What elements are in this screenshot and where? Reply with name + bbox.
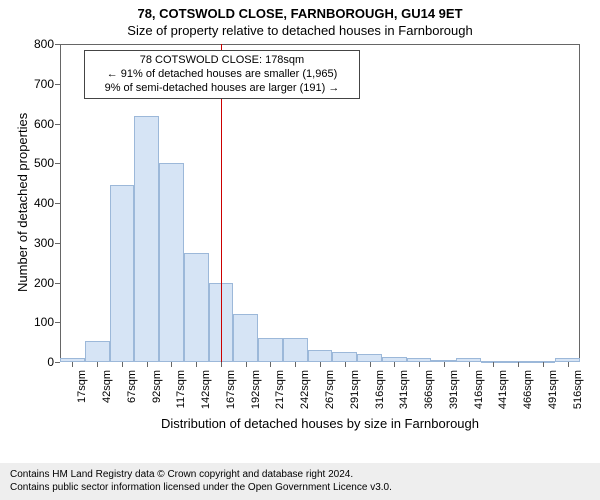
x-tick-label: 491sqm [547,370,559,416]
x-tick-mark [345,362,346,367]
x-tick-mark [543,362,544,367]
annotation-line: 78 COTSWOLD CLOSE: 178sqm [91,54,353,68]
x-tick-label: 142sqm [200,370,212,416]
x-tick-label: 42sqm [101,370,113,416]
y-tick-label: 700 [26,77,54,91]
x-tick-mark [171,362,172,367]
y-tick-label: 800 [26,37,54,51]
y-tick-mark [55,283,60,284]
x-tick-mark [370,362,371,367]
x-tick-mark [518,362,519,367]
x-tick-label: 316sqm [374,370,386,416]
x-tick-mark [444,362,445,367]
histogram-bar [233,314,258,362]
histogram-bar [85,341,110,362]
x-tick-mark [122,362,123,367]
chart-wrap: Number of detached properties Distributi… [0,44,600,444]
x-tick-label: 17sqm [76,370,88,416]
y-tick-mark [55,362,60,363]
x-tick-label: 416sqm [473,370,485,416]
x-tick-mark [72,362,73,367]
x-tick-mark [221,362,222,367]
x-tick-mark [196,362,197,367]
histogram-bar [332,352,357,362]
x-tick-label: 391sqm [448,370,460,416]
annotation-line: ← 91% of detached houses are smaller (1,… [91,68,353,82]
x-tick-mark [246,362,247,367]
histogram-bar [258,338,283,362]
histogram-bar [308,350,333,362]
x-tick-mark [419,362,420,367]
x-tick-mark [493,362,494,367]
annotation-line: 9% of semi-detached houses are larger (1… [91,82,353,96]
x-tick-label: 441sqm [497,370,509,416]
x-tick-mark [469,362,470,367]
x-tick-mark [97,362,98,367]
x-tick-mark [320,362,321,367]
y-tick-label: 0 [26,355,54,369]
y-tick-label: 100 [26,315,54,329]
y-tick-mark [55,243,60,244]
x-tick-label: 167sqm [225,370,237,416]
x-tick-label: 466sqm [522,370,534,416]
y-tick-label: 500 [26,156,54,170]
histogram-bar [159,163,184,362]
y-tick-mark [55,84,60,85]
x-tick-label: 217sqm [274,370,286,416]
x-tick-mark [147,362,148,367]
x-tick-label: 366sqm [423,370,435,416]
x-tick-mark [394,362,395,367]
x-tick-mark [270,362,271,367]
chart-container: 78, COTSWOLD CLOSE, FARNBOROUGH, GU14 9E… [0,0,600,500]
chart-subtitle: Size of property relative to detached ho… [0,23,600,42]
histogram-bar [357,354,382,362]
x-tick-label: 341sqm [398,370,410,416]
footer-attribution: Contains HM Land Registry data © Crown c… [0,463,600,500]
footer-line1: Contains HM Land Registry data © Crown c… [10,469,590,482]
x-tick-label: 192sqm [250,370,262,416]
x-axis-label: Distribution of detached houses by size … [60,416,580,431]
histogram-bar [134,116,159,362]
y-tick-label: 200 [26,276,54,290]
x-tick-label: 267sqm [324,370,336,416]
y-tick-mark [55,163,60,164]
histogram-bar [283,338,308,362]
y-tick-mark [55,124,60,125]
chart-title: 78, COTSWOLD CLOSE, FARNBOROUGH, GU14 9E… [0,0,600,23]
x-tick-label: 67sqm [126,370,138,416]
x-tick-mark [295,362,296,367]
x-tick-mark [568,362,569,367]
y-tick-mark [55,322,60,323]
y-tick-mark [55,203,60,204]
x-tick-label: 242sqm [299,370,311,416]
histogram-bar [110,185,135,362]
footer-line2: Contains public sector information licen… [10,482,590,495]
annotation-box: 78 COTSWOLD CLOSE: 178sqm← 91% of detach… [84,50,360,99]
histogram-bar [184,253,209,362]
x-tick-label: 117sqm [175,370,187,416]
y-tick-label: 600 [26,117,54,131]
x-tick-label: 92sqm [151,370,163,416]
y-tick-label: 300 [26,236,54,250]
y-tick-label: 400 [26,196,54,210]
x-tick-label: 291sqm [349,370,361,416]
y-tick-mark [55,44,60,45]
x-tick-label: 516sqm [572,370,584,416]
